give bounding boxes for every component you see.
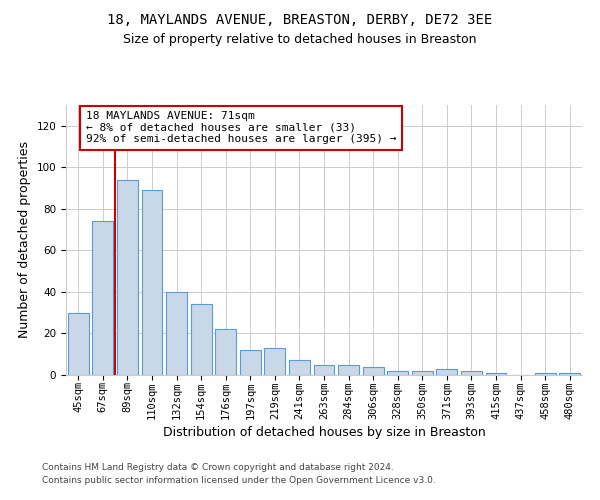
Bar (314, 364, 334, 375)
Text: Size of property relative to detached houses in Breaston: Size of property relative to detached ho… (123, 32, 477, 46)
Bar (92, 222, 113, 375)
Text: 18 MAYLANDS AVENUE: 71sqm
← 8% of detached houses are smaller (33)
92% of semi-d: 18 MAYLANDS AVENUE: 71sqm ← 8% of detach… (86, 111, 396, 144)
Text: Contains public sector information licensed under the Open Government Licence v3: Contains public sector information licen… (42, 476, 436, 485)
Bar (461, 371, 482, 375)
Bar (485, 373, 506, 375)
Bar (68, 312, 89, 375)
Bar (215, 330, 236, 375)
Bar (166, 292, 187, 375)
Text: 18, MAYLANDS AVENUE, BREASTON, DERBY, DE72 3EE: 18, MAYLANDS AVENUE, BREASTON, DERBY, DE… (107, 12, 493, 26)
Bar (412, 371, 433, 375)
Bar (559, 373, 580, 375)
Y-axis label: Number of detached properties: Number of detached properties (18, 142, 31, 338)
Bar (362, 366, 383, 375)
Bar (117, 180, 138, 375)
Bar (535, 373, 556, 375)
Bar (142, 190, 163, 375)
Bar (338, 364, 359, 375)
Text: Distribution of detached houses by size in Breaston: Distribution of detached houses by size … (163, 426, 485, 439)
Bar (289, 360, 310, 375)
Bar (387, 371, 408, 375)
Bar (240, 350, 261, 375)
Bar (191, 304, 212, 375)
Bar (436, 369, 457, 375)
Bar (265, 348, 286, 375)
Text: Contains HM Land Registry data © Crown copyright and database right 2024.: Contains HM Land Registry data © Crown c… (42, 464, 394, 472)
